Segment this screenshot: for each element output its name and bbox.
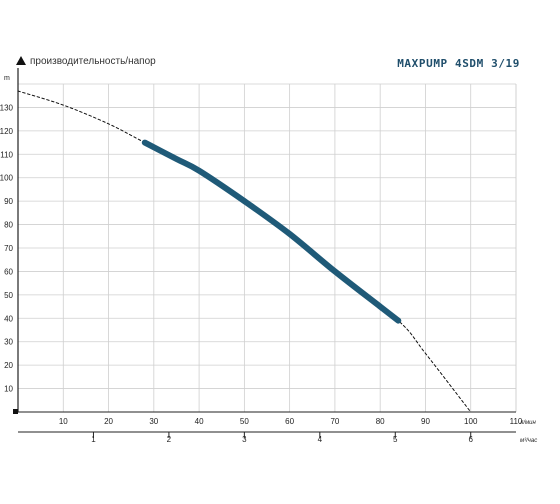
x-tick-label: 70 bbox=[330, 417, 339, 426]
y-tick-label: 40 bbox=[4, 314, 13, 323]
y-tick-label: 50 bbox=[4, 291, 13, 300]
chart-subtitle: производительность/напор bbox=[16, 56, 156, 67]
y-tick-label: 90 bbox=[4, 197, 13, 206]
tick-labels: 10 20 30 40 50 60 70 80 90 100 110 120 130 m 10 20 30 40 5… bbox=[0, 75, 537, 444]
y-tick-label: 70 bbox=[4, 244, 13, 253]
y-tick-label: 120 bbox=[0, 127, 14, 136]
chart-subtitle-text: производительность/напор bbox=[30, 56, 156, 67]
y-tick-label: 20 bbox=[4, 361, 13, 370]
x-tick-label: 60 bbox=[285, 417, 294, 426]
y-tick-label: 10 bbox=[4, 385, 13, 394]
x-axis-label: л/мин bbox=[519, 420, 537, 426]
series bbox=[17, 90, 472, 413]
x2-tick-label: 6 bbox=[469, 435, 474, 444]
x2-tick-label: 5 bbox=[393, 435, 398, 444]
x-tick-label: 50 bbox=[240, 417, 249, 426]
performance-curve-working-range bbox=[141, 139, 402, 324]
y-tick-label: 130 bbox=[0, 103, 14, 112]
y-tick-label: 110 bbox=[0, 150, 13, 159]
x2-tick-label: 2 bbox=[167, 435, 172, 444]
x-tick-label: 110 bbox=[510, 417, 523, 426]
y-axis-label: m bbox=[4, 75, 10, 82]
x-tick-label: 100 bbox=[464, 417, 478, 426]
y-tick-label: 100 bbox=[0, 174, 14, 183]
x-tick-label: 20 bbox=[104, 417, 113, 426]
grid bbox=[18, 83, 517, 412]
x-tick-label: 10 bbox=[59, 417, 68, 426]
chart-title: MAXPUMP 4SDM 3/19 bbox=[397, 57, 520, 70]
y-tick-label: 60 bbox=[4, 267, 13, 276]
y-tick-label: 30 bbox=[4, 338, 13, 347]
performance-curve-dashed bbox=[17, 90, 472, 413]
x-tick-label: 30 bbox=[149, 417, 158, 426]
y-tick-label: 80 bbox=[4, 221, 13, 230]
x-tick-label: 80 bbox=[376, 417, 385, 426]
axes bbox=[13, 68, 516, 438]
x-tick-label: 90 bbox=[421, 417, 430, 426]
x2-axis-label: м³/час bbox=[520, 438, 537, 444]
x2-tick-label: 1 bbox=[91, 435, 96, 444]
triangle-up-icon bbox=[16, 56, 26, 65]
origin-marker bbox=[13, 409, 18, 414]
x2-tick-label: 4 bbox=[318, 435, 323, 444]
x2-tick-label: 3 bbox=[242, 435, 247, 444]
x-tick-label: 40 bbox=[195, 417, 204, 426]
